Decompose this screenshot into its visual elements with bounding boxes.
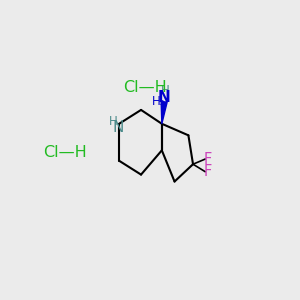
Text: F: F [203, 164, 212, 179]
Text: Cl—H: Cl—H [43, 145, 87, 160]
Text: H₂: H₂ [152, 95, 165, 108]
Text: N: N [113, 120, 124, 135]
Polygon shape [161, 101, 167, 124]
Text: F: F [203, 152, 212, 166]
Text: Cl—H: Cl—H [123, 80, 166, 95]
Text: N: N [158, 90, 170, 105]
Text: H: H [109, 115, 118, 128]
Text: H: H [161, 84, 170, 97]
